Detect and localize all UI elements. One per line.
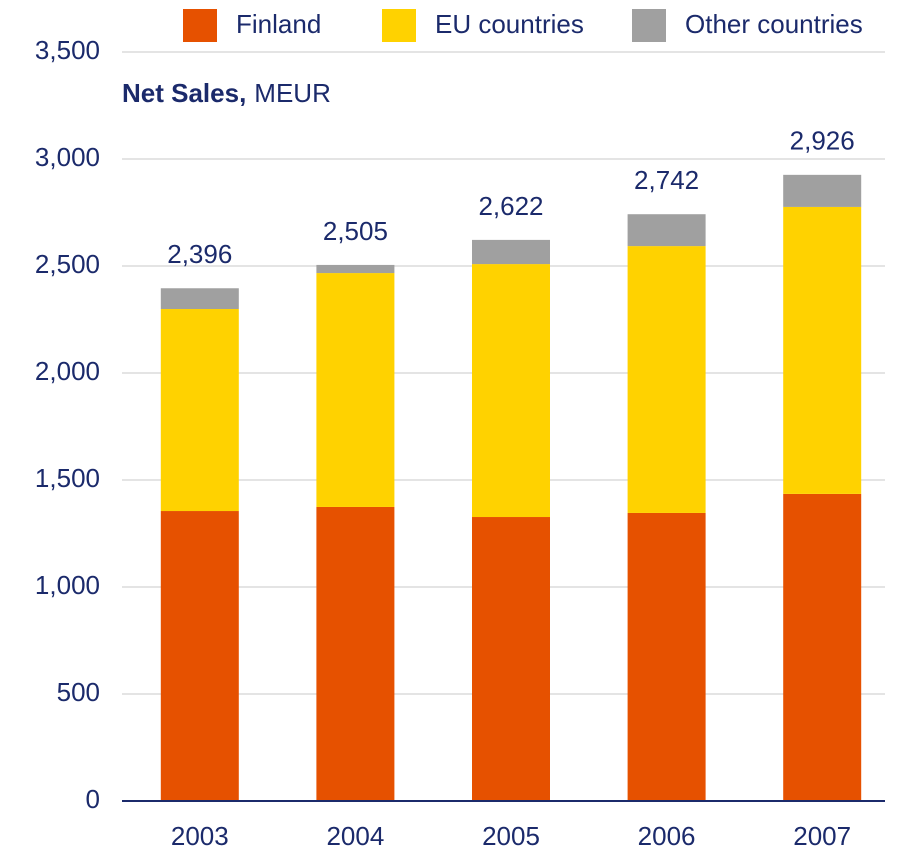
bar-segment (316, 506, 395, 801)
y-tick-label: 1,500 (35, 463, 100, 493)
total-label: 2,742 (634, 165, 699, 195)
y-tick-label: 2,500 (35, 249, 100, 279)
bar-segment (783, 174, 862, 207)
legend-label: Finland (236, 9, 321, 39)
x-tick-label: 2003 (171, 821, 229, 851)
total-label: 2,926 (790, 126, 855, 156)
bar-segment (472, 264, 550, 518)
legend-label: Other countries (685, 9, 863, 39)
bar-segment (783, 206, 862, 494)
x-tick-label: 2004 (326, 821, 384, 851)
x-tick-label: 2007 (793, 821, 851, 851)
total-label: 2,505 (323, 216, 388, 246)
legend-swatch (382, 9, 416, 42)
bar-segment (783, 493, 862, 801)
bar-segment (627, 214, 706, 247)
bar-segment (472, 517, 550, 801)
chart-title: Net Sales, MEUR (122, 78, 331, 108)
legend-swatch (632, 9, 666, 42)
bar-segment (472, 239, 550, 265)
y-tick-label: 3,000 (35, 142, 100, 172)
legend-swatch (183, 9, 217, 42)
bar-segment (160, 309, 239, 512)
bar-segment (316, 264, 395, 274)
total-label: 2,622 (478, 191, 543, 221)
legend-label: EU countries (435, 9, 584, 39)
bar-segment (627, 246, 706, 513)
bar-segment (160, 288, 239, 310)
y-tick-label: 2,000 (35, 356, 100, 386)
y-tick-label: 0 (86, 784, 100, 814)
units: MEUR (254, 78, 331, 108)
bar-segment (160, 511, 239, 801)
x-tick-label: 2006 (638, 821, 696, 851)
total-label: 2,396 (167, 239, 232, 269)
bar-segment (316, 273, 395, 507)
y-tick-label: 1,000 (35, 570, 100, 600)
bar-segment (627, 512, 706, 801)
x-tick-label: 2005 (482, 821, 540, 851)
title: Net Sales, (122, 78, 246, 108)
y-tick-label: 500 (57, 677, 100, 707)
y-tick-label: 3,500 (35, 35, 100, 65)
